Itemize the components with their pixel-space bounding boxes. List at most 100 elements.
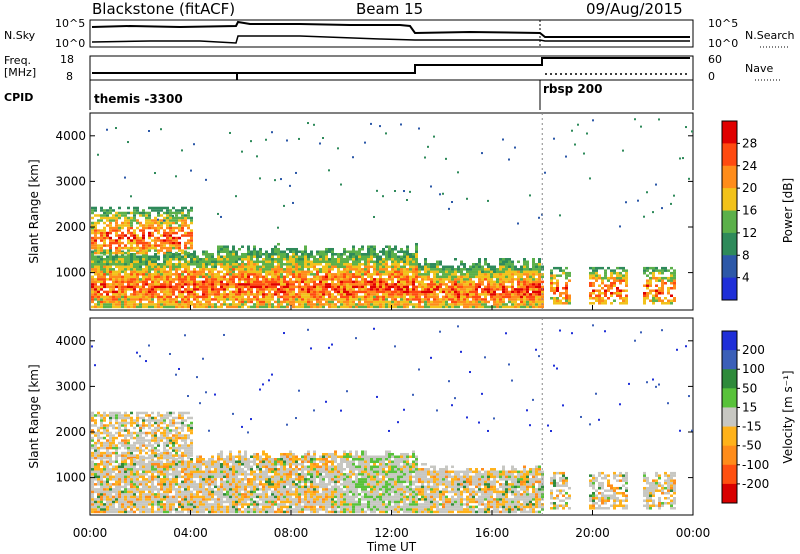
heatmap-cell xyxy=(418,275,421,279)
heatmap-cell xyxy=(331,273,334,276)
heatmap-cell xyxy=(391,280,394,284)
heatmap-cell xyxy=(283,280,286,284)
heatmap-cell xyxy=(505,303,508,306)
heatmap-cell xyxy=(394,298,397,301)
heatmap-cell xyxy=(91,211,94,215)
heatmap-cell xyxy=(283,288,286,291)
heatmap-cell xyxy=(493,273,496,276)
heatmap-cell xyxy=(349,270,352,274)
heatmap-cell xyxy=(118,490,121,494)
heatmap-cell xyxy=(160,488,163,491)
heatmap-cell xyxy=(445,293,448,296)
heatmap-cell xyxy=(115,246,118,250)
heatmap-cell xyxy=(178,246,181,250)
heatmap-cell xyxy=(289,258,292,261)
heatmap-cell xyxy=(139,465,142,469)
heatmap-cell xyxy=(511,300,514,304)
heatmap-cell xyxy=(172,480,175,484)
heatmap-cell xyxy=(418,273,421,276)
heatmap-cell xyxy=(133,510,136,514)
heatmap-cell xyxy=(115,298,118,301)
heatmap-cell xyxy=(163,260,166,264)
heatmap-cell xyxy=(172,239,175,242)
heatmap-cell xyxy=(136,500,139,504)
heatmap-cell xyxy=(325,252,328,256)
heatmap-cell xyxy=(112,278,115,281)
heatmap-cell xyxy=(130,258,133,261)
heatmap-cell xyxy=(148,508,151,511)
heatmap-cell xyxy=(211,275,214,279)
heatmap-cell xyxy=(469,278,472,281)
heatmap-cell xyxy=(382,268,385,271)
heatmap-cell xyxy=(220,305,223,309)
heatmap-cell xyxy=(151,498,154,501)
heatmap-cell xyxy=(169,273,172,276)
heatmap-cell xyxy=(379,260,382,264)
heatmap-cell xyxy=(265,288,268,291)
heatmap-cell xyxy=(169,293,172,296)
heatmap-field xyxy=(91,324,693,514)
heatmap-cell xyxy=(130,288,133,291)
heatmap-cell xyxy=(196,258,199,261)
heatmap-cell xyxy=(412,252,415,256)
heatmap-cell xyxy=(184,300,187,304)
heatmap-cell xyxy=(619,266,622,270)
heatmap-cell xyxy=(409,258,412,261)
heatmap-cell xyxy=(124,293,127,296)
heatmap-cell xyxy=(94,290,97,294)
heatmap-cell xyxy=(130,454,133,457)
heatmap-cell xyxy=(487,283,490,286)
heatmap-cell xyxy=(622,299,625,303)
heatmap-cell xyxy=(145,468,148,471)
heatmap-cell xyxy=(103,278,106,281)
heatmap-cell xyxy=(118,414,121,417)
heatmap-cell xyxy=(148,273,151,276)
heatmap-cell xyxy=(199,300,202,304)
heatmap-cell xyxy=(91,290,94,294)
heatmap-cell xyxy=(280,290,283,294)
heatmap-cell xyxy=(118,241,121,245)
heatmap-cell xyxy=(118,468,121,471)
heatmap-cell xyxy=(124,416,127,420)
heatmap-cell xyxy=(460,273,463,276)
heatmap-cell xyxy=(133,444,136,447)
heatmap-cell xyxy=(397,260,400,264)
heatmap-cell xyxy=(562,291,565,295)
heatmap-cell xyxy=(121,463,124,466)
heatmap-cell xyxy=(166,510,169,514)
heatmap-cell xyxy=(421,278,424,281)
heatmap-cell xyxy=(406,255,409,259)
heatmap-cell xyxy=(91,480,94,484)
heatmap-cell xyxy=(376,273,379,276)
heatmap-cell xyxy=(334,290,337,294)
heatmap-cell xyxy=(157,478,160,481)
heatmap-cell xyxy=(343,300,346,304)
heatmap-cell xyxy=(160,273,163,276)
heatmap-cell xyxy=(511,273,514,276)
heatmap-cell xyxy=(130,470,133,474)
heatmap-cell xyxy=(202,283,205,286)
heatmap-cell xyxy=(109,463,112,466)
heatmap-cell xyxy=(367,258,370,261)
heatmap-cell xyxy=(103,263,106,266)
heatmap-cell xyxy=(460,285,463,289)
heatmap-cell xyxy=(430,288,433,291)
heatmap-cell xyxy=(130,270,133,274)
heatmap-cell xyxy=(91,465,94,469)
heatmap-cell xyxy=(322,265,325,269)
heatmap-cell xyxy=(274,288,277,291)
heatmap-cell xyxy=(145,431,148,435)
heatmap-cell xyxy=(160,303,163,306)
heatmap-cell xyxy=(118,300,121,304)
heatmap-cell xyxy=(430,278,433,281)
heatmap-cell xyxy=(625,279,628,282)
heatmap-cell xyxy=(208,303,211,306)
heatmap-cell xyxy=(220,255,223,259)
heatmap-cell xyxy=(151,503,154,506)
heatmap-cell xyxy=(304,260,307,264)
heatmap-cell xyxy=(514,293,517,296)
heatmap-cell xyxy=(478,270,481,274)
heatmap-cell xyxy=(121,251,124,255)
heatmap-cell xyxy=(304,303,307,306)
heatmap-cell xyxy=(163,429,166,432)
